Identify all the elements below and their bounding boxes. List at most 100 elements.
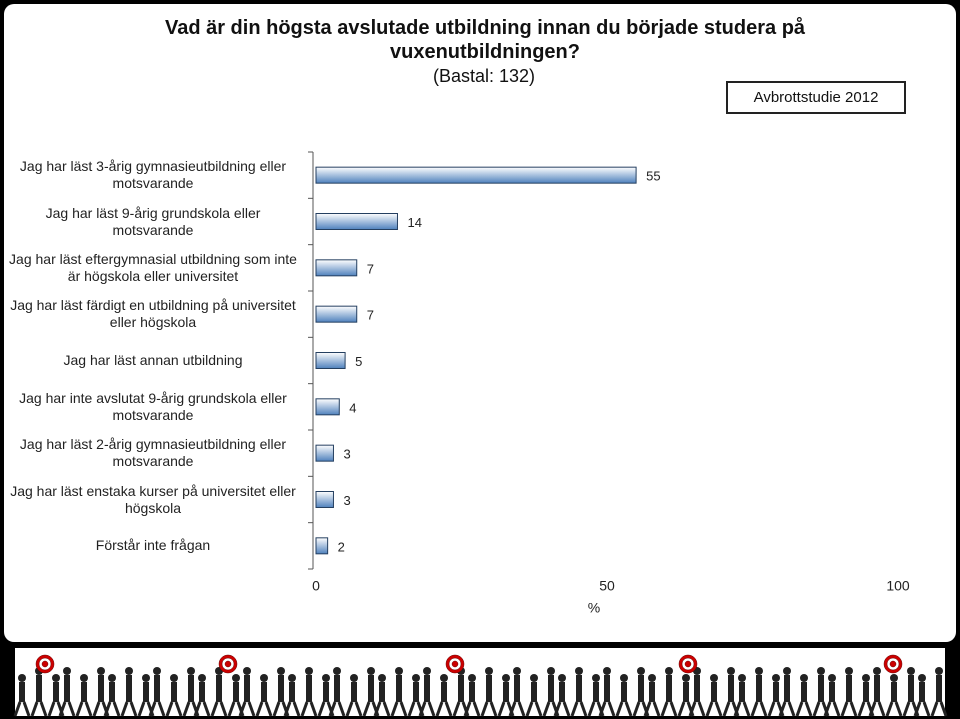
figure-legs xyxy=(570,701,588,717)
figure-legs xyxy=(508,701,526,717)
figure-head xyxy=(727,667,735,675)
figure-head xyxy=(547,667,555,675)
figure-body xyxy=(666,675,672,702)
figure-head xyxy=(243,667,251,675)
chart-title: Vad är din högsta avslutade utbildning i… xyxy=(164,17,806,63)
figure-head xyxy=(935,667,943,675)
figure-body xyxy=(559,682,565,702)
figure-body xyxy=(593,682,599,702)
figure-head xyxy=(575,667,583,675)
figure-legs xyxy=(75,701,93,717)
figure-legs xyxy=(373,701,391,717)
value-label: 4 xyxy=(349,400,356,415)
category-label: Jag har läst 2-årig gymnasieutbildning e… xyxy=(19,436,287,470)
figure-body xyxy=(323,682,329,702)
figure-legs xyxy=(705,701,723,717)
target-icon xyxy=(451,660,459,668)
figure-body xyxy=(233,682,239,702)
figure-body xyxy=(829,682,835,702)
figure-head xyxy=(710,674,718,682)
figure-body xyxy=(863,682,869,702)
figure-legs xyxy=(885,701,903,717)
figure-legs xyxy=(328,701,346,717)
figure-body xyxy=(171,682,177,702)
category-label: Jag har inte avslutat 9-årig grundskola … xyxy=(19,389,287,423)
figure-body xyxy=(216,675,222,702)
figure-legs xyxy=(930,701,948,717)
bar xyxy=(315,537,329,555)
figure-head xyxy=(845,667,853,675)
value-label: 14 xyxy=(407,215,421,230)
figure-legs xyxy=(795,701,813,717)
figure-body xyxy=(424,675,430,702)
figure-legs xyxy=(733,701,751,717)
figure-head xyxy=(665,667,673,675)
figure-head xyxy=(738,674,746,682)
figure-legs xyxy=(345,701,363,717)
figure-head xyxy=(890,674,898,682)
figure-head xyxy=(260,674,268,682)
figure-body xyxy=(486,675,492,702)
figure-legs xyxy=(418,701,436,717)
value-label: 3 xyxy=(343,447,350,462)
figure-body xyxy=(649,682,655,702)
figure-body xyxy=(548,675,554,702)
figure-head xyxy=(80,674,88,682)
figure-head xyxy=(682,674,690,682)
figure-head xyxy=(63,667,71,675)
figure-legs xyxy=(255,701,273,717)
figure-legs xyxy=(643,701,661,717)
value-label: 7 xyxy=(367,261,374,276)
figure-head xyxy=(862,674,870,682)
panel xyxy=(4,4,956,642)
figure-body xyxy=(919,682,925,702)
figure-head xyxy=(277,667,285,675)
figure-head xyxy=(423,667,431,675)
figure-body xyxy=(458,675,464,702)
figure-body xyxy=(199,682,205,702)
figure-head xyxy=(142,674,150,682)
figure-legs xyxy=(165,701,183,717)
figure-head xyxy=(288,674,296,682)
figure-head xyxy=(918,674,926,682)
figure-body xyxy=(334,675,340,702)
figure-body xyxy=(711,682,717,702)
figure-legs xyxy=(193,701,211,717)
figure-body xyxy=(874,675,880,702)
figure-head xyxy=(502,674,510,682)
figure-legs xyxy=(13,701,31,717)
bar xyxy=(315,305,358,323)
figure-legs xyxy=(300,701,318,717)
bar xyxy=(315,166,637,184)
figure-head xyxy=(97,667,105,675)
figure-body xyxy=(891,682,897,702)
figure-head xyxy=(620,674,628,682)
figure-head xyxy=(232,674,240,682)
figure-legs xyxy=(58,701,76,717)
figure-body xyxy=(244,675,250,702)
subtitle: (Bastal: 132) xyxy=(432,66,536,86)
figure-body xyxy=(441,682,447,702)
figure-legs xyxy=(210,701,228,717)
figure-head xyxy=(153,667,161,675)
figure-head xyxy=(783,667,791,675)
figure-legs xyxy=(480,701,498,717)
figure-legs xyxy=(283,701,301,717)
figure-body xyxy=(694,675,700,702)
figure-body xyxy=(801,682,807,702)
figure-body xyxy=(818,675,824,702)
figure-head xyxy=(828,674,836,682)
figure-legs xyxy=(868,701,886,717)
category-label: Förstår inte frågan xyxy=(95,537,211,554)
figure-legs xyxy=(30,701,48,717)
figure-legs xyxy=(598,701,616,717)
figure-head xyxy=(322,674,330,682)
figure-head xyxy=(800,674,808,682)
figure-body xyxy=(846,675,852,702)
figure-head xyxy=(412,674,420,682)
figure-head xyxy=(305,667,313,675)
figure-legs xyxy=(615,701,633,717)
figure-head xyxy=(817,667,825,675)
